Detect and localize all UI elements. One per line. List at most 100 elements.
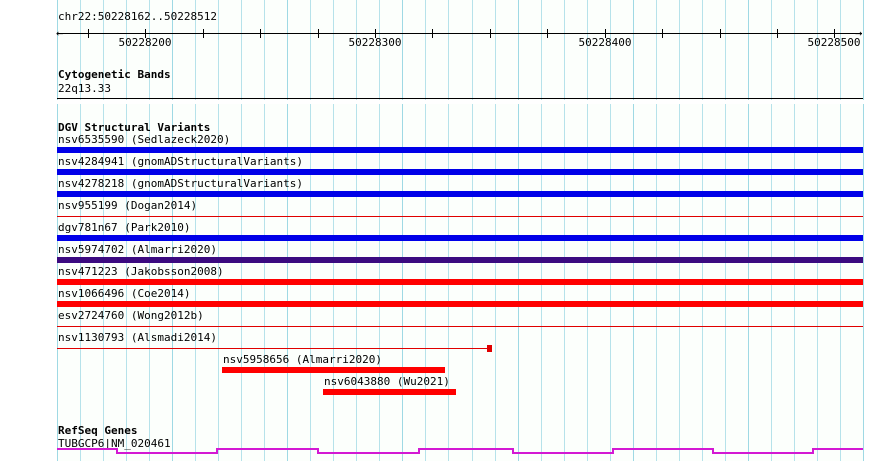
- gene-exon-segment[interactable]: [216, 448, 317, 450]
- dgv-variant-bar[interactable]: [57, 257, 863, 263]
- ruler-track: chr22:50228162..50228512 ← → 50228200 502…: [0, 0, 890, 56]
- ruler-tick: [145, 29, 146, 38]
- gridline: [702, 400, 703, 461]
- gene-step-connector: [216, 448, 218, 454]
- gridline: [794, 0, 795, 56]
- gene-exon-segment[interactable]: [612, 448, 712, 450]
- gene-label[interactable]: TUBGCP6|NM_020461: [58, 437, 171, 450]
- dgv-variant-line[interactable]: [57, 348, 487, 349]
- ruler-tick-label: 50228400: [578, 36, 632, 49]
- gridline: [472, 56, 473, 100]
- dgv-variant-bar[interactable]: [57, 191, 863, 197]
- dgv-track-label[interactable]: nsv1130793 (Alsmadi2014): [58, 331, 217, 344]
- gridline: [80, 0, 81, 56]
- gridline: [495, 0, 496, 56]
- refseq-genes-title: RefSeq Genes: [58, 424, 138, 437]
- gridline: [587, 56, 588, 100]
- ruler-tick: [605, 29, 606, 38]
- gridline: [264, 56, 265, 100]
- gene-exon-segment[interactable]: [418, 448, 512, 450]
- gridline: [541, 0, 542, 56]
- dgv-track-label[interactable]: nsv471223 (Jakobsson2008): [58, 265, 224, 278]
- gene-step-connector: [712, 448, 714, 454]
- gridline: [541, 56, 542, 100]
- dgv-track-label[interactable]: nsv5974702 (Almarri2020): [58, 243, 217, 256]
- axis-line: [58, 33, 862, 34]
- dgv-variant-bar[interactable]: [57, 301, 863, 307]
- gridline: [310, 400, 311, 461]
- cytoband-panel: [57, 56, 864, 100]
- section-divider-top: [57, 98, 863, 99]
- gene-step-connector: [512, 448, 514, 454]
- gridline: [725, 0, 726, 56]
- gene-exon-segment[interactable]: [812, 448, 863, 450]
- gridline: [264, 0, 265, 56]
- gridline: [748, 0, 749, 56]
- gridline: [195, 56, 196, 100]
- gene-exon-segment[interactable]: [116, 452, 216, 454]
- dgv-track-label[interactable]: esv2724760 (Wong2012b): [58, 309, 204, 322]
- coordinate-label: chr22:50228162..50228512: [58, 10, 217, 23]
- dgv-variant-bar[interactable]: [222, 367, 445, 373]
- gridline: [310, 56, 311, 100]
- gridline: [679, 400, 680, 461]
- dgv-track-label[interactable]: nsv1066496 (Coe2014): [58, 287, 191, 300]
- dgv-track-label[interactable]: nsv6043880 (Wu2021): [324, 375, 450, 388]
- refseq-panel: [57, 400, 864, 461]
- gridline: [610, 56, 611, 100]
- ruler-tick: [375, 29, 376, 38]
- dgv-track-label[interactable]: dgv781n67 (Park2010): [58, 221, 191, 234]
- gridline: [771, 0, 772, 56]
- gridline: [172, 0, 173, 56]
- gridline: [287, 56, 288, 100]
- dgv-track-label[interactable]: nsv6535590 (Sedlazeck2020): [58, 133, 231, 146]
- ruler-tick: [720, 29, 721, 38]
- gridline: [241, 400, 242, 461]
- gridline: [425, 56, 426, 100]
- ruler-tick-label: 50228500: [807, 36, 861, 49]
- gridline: [333, 0, 334, 56]
- cytoband-label[interactable]: 22q13.33: [58, 82, 111, 95]
- gridline: [564, 56, 565, 100]
- dgv-variant-line[interactable]: [57, 216, 863, 217]
- gridline: [656, 56, 657, 100]
- dgv-variant-bar[interactable]: [323, 389, 456, 395]
- gridline: [771, 56, 772, 100]
- gridline: [448, 0, 449, 56]
- gridline: [633, 56, 634, 100]
- gridline: [264, 400, 265, 461]
- dgv-variant-bar[interactable]: [57, 235, 863, 241]
- gene-exon-segment[interactable]: [512, 452, 612, 454]
- dgv-track-label[interactable]: nsv955199 (Dogan2014): [58, 199, 198, 212]
- gridline: [287, 400, 288, 461]
- dgv-track-label[interactable]: nsv4284941 (gnomADStructuralVariants): [58, 155, 304, 168]
- gridline: [817, 56, 818, 100]
- gridline: [195, 0, 196, 56]
- gridline: [402, 0, 403, 56]
- ruler-tick-label: 50228200: [118, 36, 172, 49]
- gene-exon-segment[interactable]: [57, 448, 116, 450]
- gridline: [218, 400, 219, 461]
- gridline: [702, 56, 703, 100]
- dgv-track-label[interactable]: nsv5958656 (Almarri2020): [223, 353, 382, 366]
- gridline: [679, 56, 680, 100]
- gene-step-connector: [418, 448, 420, 454]
- gridline: [817, 400, 818, 461]
- dgv-variant-line[interactable]: [57, 326, 863, 327]
- dgv-variant-bar[interactable]: [57, 169, 863, 175]
- gene-exon-segment[interactable]: [712, 452, 812, 454]
- dgv-variant-endpoint-block[interactable]: [487, 345, 492, 352]
- ruler-tick: [547, 29, 548, 38]
- gridline: [863, 0, 864, 56]
- ruler-panel: [57, 0, 864, 56]
- gridline: [518, 56, 519, 100]
- dgv-title: DGV Structural Variants: [58, 121, 211, 134]
- gridline: [472, 0, 473, 56]
- gridline: [425, 400, 426, 461]
- dgv-variant-bar[interactable]: [57, 147, 863, 153]
- gene-exon-segment[interactable]: [317, 452, 418, 454]
- gridline: [379, 56, 380, 100]
- dgv-track-label[interactable]: nsv4278218 (gnomADStructuralVariants): [58, 177, 304, 190]
- dgv-variant-bar[interactable]: [57, 279, 863, 285]
